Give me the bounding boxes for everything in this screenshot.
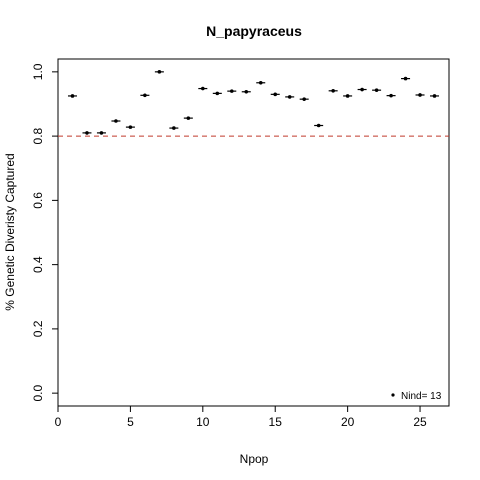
point-marker — [273, 92, 278, 97]
point-marker — [99, 131, 104, 135]
data-point — [96, 131, 106, 135]
data-point — [285, 95, 295, 99]
data-point — [212, 91, 222, 96]
data-point — [67, 94, 77, 98]
data-point — [256, 80, 266, 85]
y-tick-label: 0.4 — [31, 256, 45, 273]
x-tick-label: 20 — [341, 415, 355, 429]
x-tick-label: 15 — [269, 415, 283, 429]
data-point — [357, 87, 367, 92]
data-point — [270, 92, 280, 97]
point-marker — [403, 76, 408, 81]
point-marker — [374, 88, 379, 92]
legend: Nind= 13 — [391, 391, 442, 402]
point-marker — [186, 116, 191, 120]
point-marker — [287, 95, 292, 99]
y-axis-label: % Genetic Diveristy Captured — [3, 153, 17, 310]
x-tick-label: 25 — [413, 415, 427, 429]
data-point — [401, 76, 411, 81]
data-point — [227, 89, 237, 93]
data-point — [430, 94, 440, 98]
data-point — [125, 125, 135, 129]
data-point — [386, 93, 396, 98]
x-axis: 0 5 10 15 20 25 — [55, 406, 427, 429]
data-point — [198, 86, 208, 91]
point-marker — [229, 89, 234, 93]
y-tick-label: 0.2 — [31, 320, 45, 337]
point-marker — [143, 93, 147, 98]
data-point — [140, 93, 150, 98]
point-marker — [70, 94, 75, 98]
point-marker — [157, 70, 162, 74]
legend-marker — [391, 393, 395, 397]
point-marker — [331, 89, 335, 93]
point-marker — [128, 125, 133, 129]
data-point — [415, 93, 425, 97]
y-axis: 0.0 0.2 0.4 0.6 0.8 1.0 — [31, 63, 58, 401]
point-marker — [302, 97, 306, 101]
data-point — [299, 97, 309, 101]
point-marker — [114, 119, 118, 123]
data-point — [183, 116, 193, 120]
data-point — [328, 89, 338, 93]
data-point — [111, 119, 121, 123]
point-marker — [432, 94, 437, 98]
chart-title: N_papyraceus — [206, 23, 302, 39]
y-tick-label: 1.0 — [31, 63, 45, 80]
point-marker — [360, 87, 364, 92]
point-marker — [316, 123, 321, 128]
data-point — [82, 131, 92, 135]
data-point — [154, 70, 164, 74]
plot-frame — [57, 58, 450, 407]
x-tick-label: 0 — [55, 415, 62, 429]
y-tick-label: 0.6 — [31, 192, 45, 209]
point-marker — [85, 131, 89, 135]
y-tick-label: 0.8 — [31, 127, 45, 144]
x-axis-label: Npop — [240, 452, 269, 466]
data-point — [314, 123, 324, 128]
data-point — [169, 126, 179, 130]
point-marker — [215, 91, 220, 96]
data-point — [343, 94, 353, 98]
legend-label: Nind= 13 — [401, 391, 442, 402]
point-marker — [244, 89, 249, 94]
point-marker — [418, 93, 422, 97]
data-point — [372, 88, 382, 92]
data-points — [67, 70, 440, 135]
point-marker — [389, 93, 393, 98]
x-tick-label: 10 — [196, 415, 210, 429]
point-marker — [172, 126, 176, 130]
point-marker — [201, 86, 205, 91]
data-point — [241, 89, 251, 94]
point-marker — [345, 94, 350, 98]
point-marker — [258, 80, 263, 85]
x-tick-label: 5 — [127, 415, 134, 429]
y-tick-label: 0.0 — [31, 384, 45, 401]
